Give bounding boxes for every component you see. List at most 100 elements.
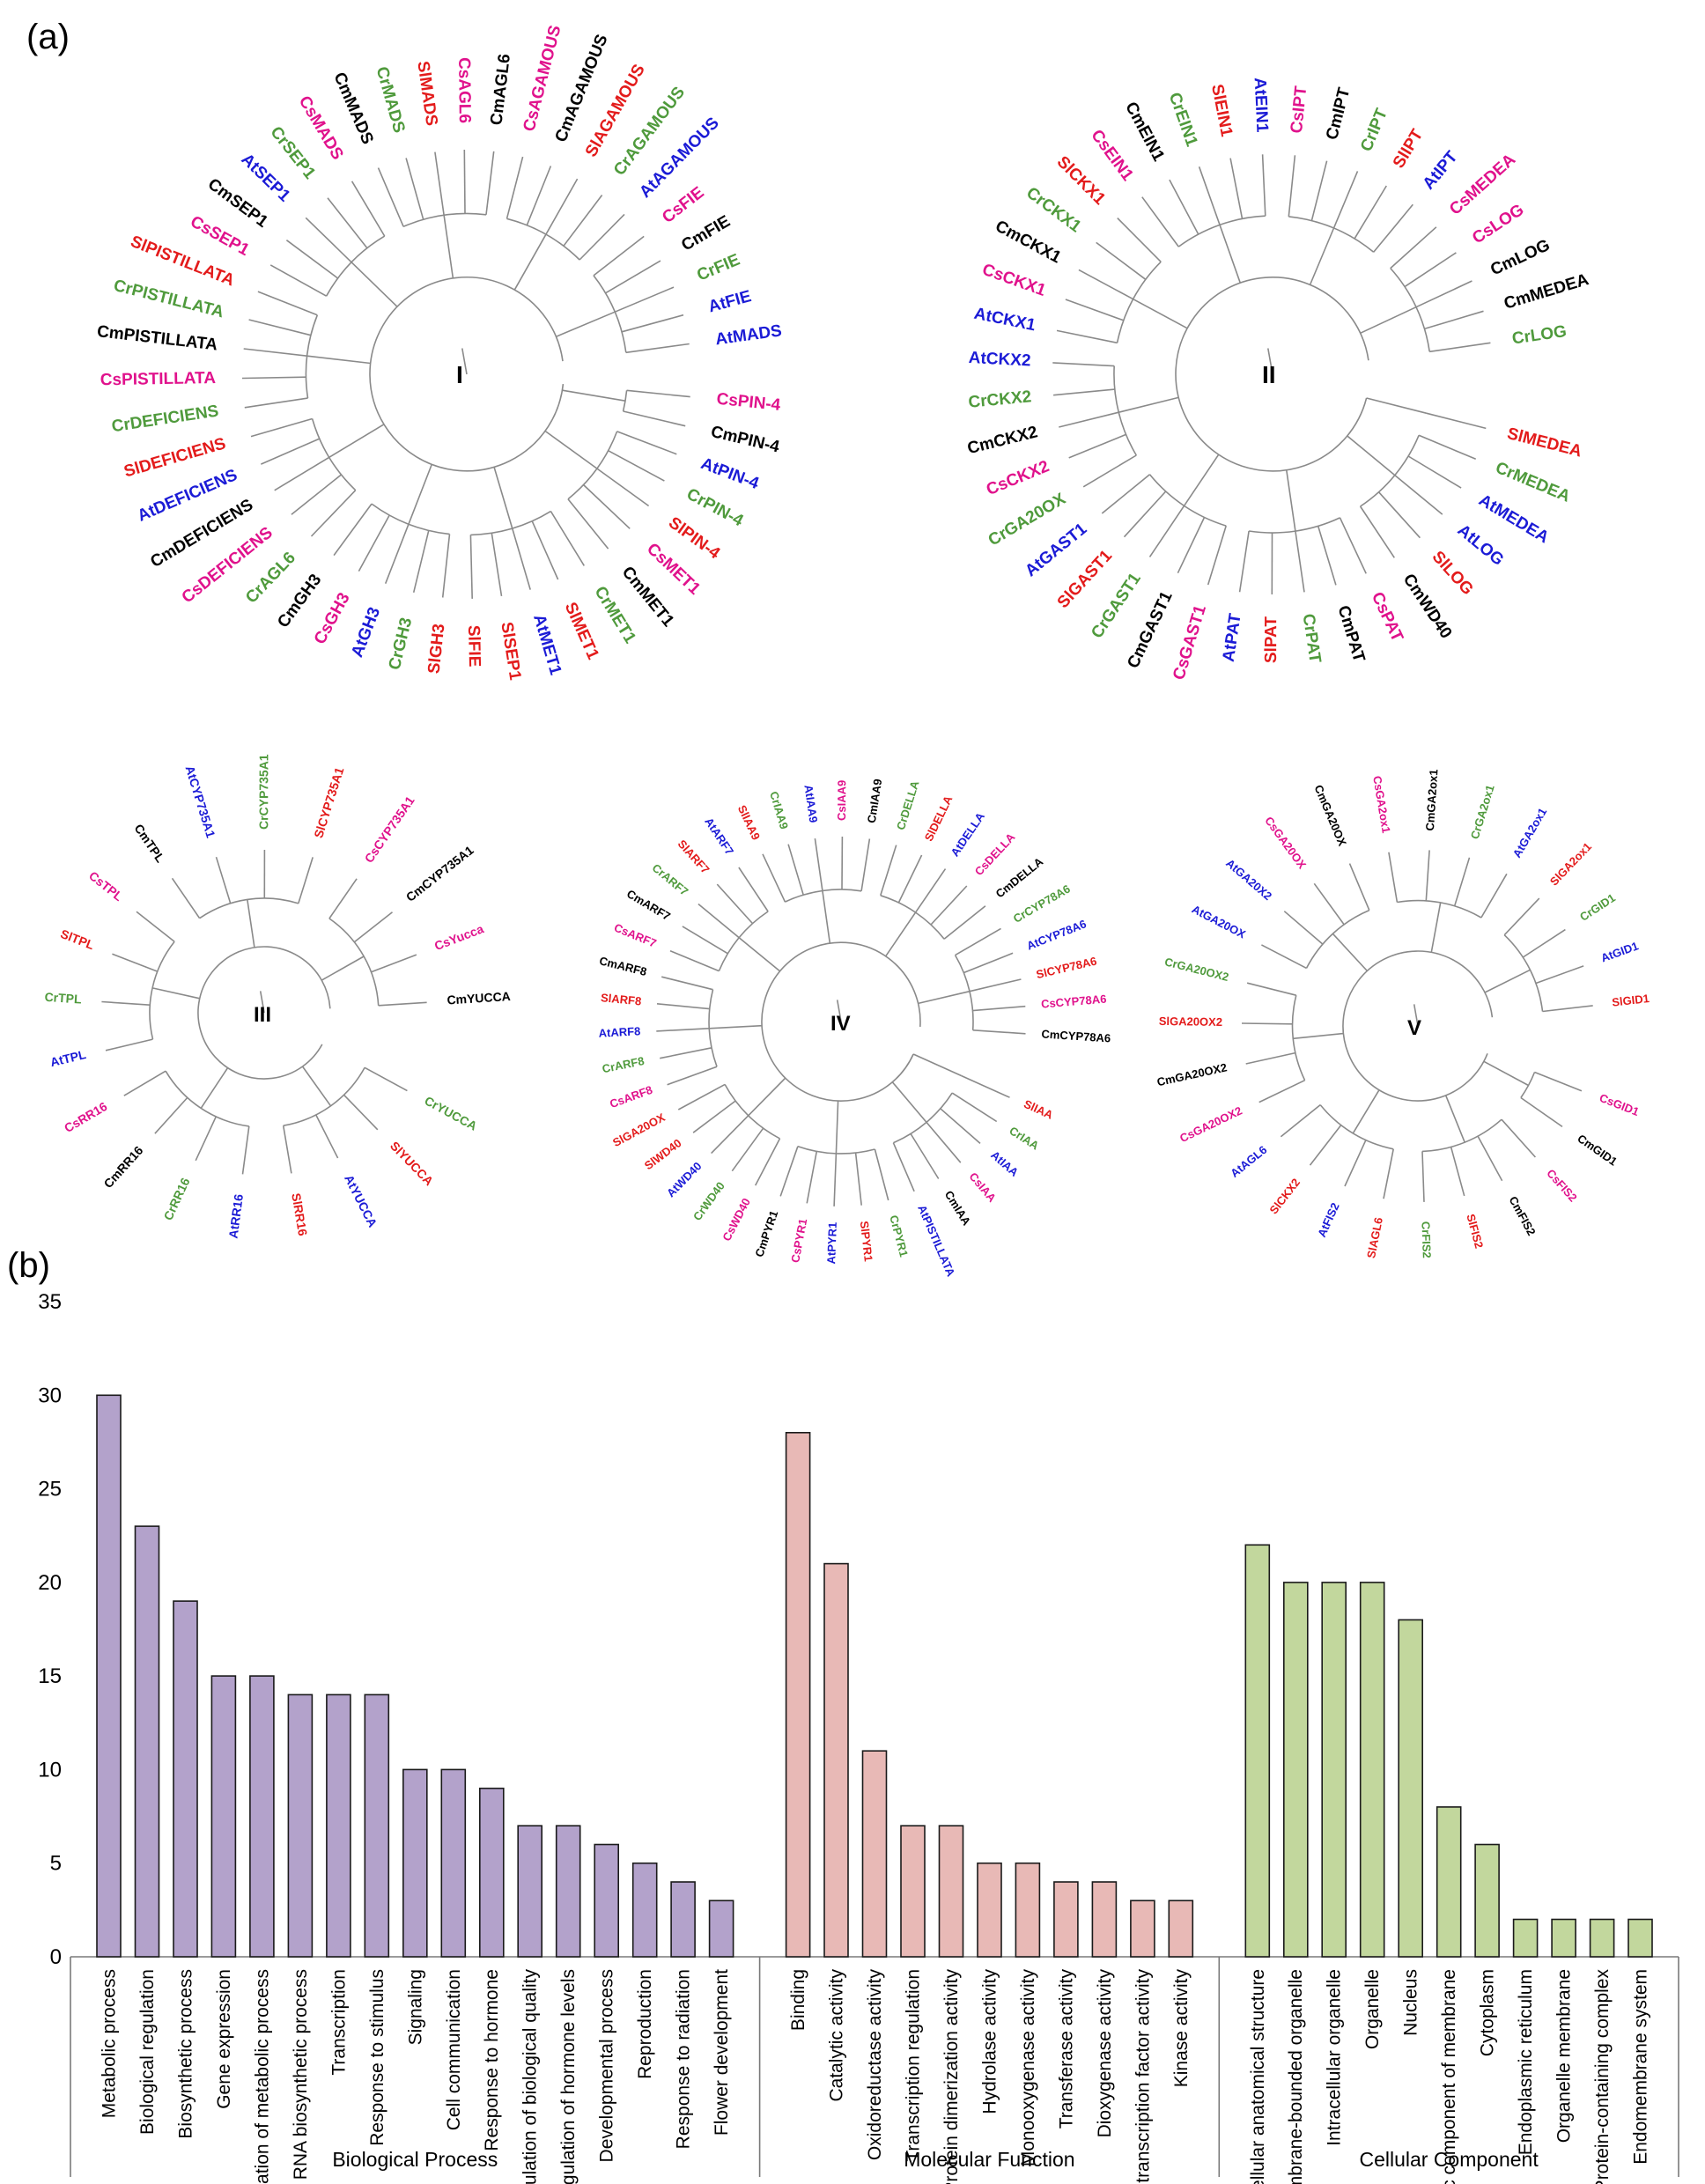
leaf-branch <box>806 1151 818 1204</box>
leaf-branch <box>1377 491 1421 539</box>
y-tick-label: 15 <box>38 1664 62 1688</box>
leaf-branch <box>1339 517 1367 574</box>
leaf-label: SlYUCCA <box>388 1139 436 1188</box>
leaf-branch <box>1453 857 1471 906</box>
leaf-branch <box>378 1001 427 1007</box>
leaf-label: CmARF7 <box>624 887 673 923</box>
leaf-label: SlRR16 <box>289 1192 310 1237</box>
leaf-branch <box>682 926 728 955</box>
clade-stem <box>1484 969 1531 993</box>
clade-arc <box>1291 995 1306 1081</box>
leaf-label: CmDELLA <box>993 854 1046 900</box>
clade-stem <box>247 899 255 948</box>
leaf-branch <box>1477 1135 1503 1182</box>
clade-arc <box>325 235 386 297</box>
bar <box>1551 1918 1576 1958</box>
leaf-label: CrYUCCA <box>422 1093 479 1133</box>
clade-stem <box>513 233 547 291</box>
clade-stem <box>544 430 598 469</box>
leaf-label: CmARF8 <box>598 954 648 978</box>
leaf-branch <box>1261 944 1307 970</box>
leaf-label: SlIPT <box>1390 126 1428 172</box>
leaf-label: CrCKX2 <box>968 387 1032 412</box>
leaf-branch <box>1169 179 1199 235</box>
leaf-branch <box>625 343 690 354</box>
leaf-label: SlCKX2 <box>1266 1176 1303 1216</box>
leaf-branch <box>614 286 675 313</box>
leaf-label: SlCYP735A1 <box>311 765 346 839</box>
leaf-label: CrPIN-4 <box>683 485 747 531</box>
bar <box>134 1525 160 1958</box>
leaf-branch <box>874 1148 889 1201</box>
leaf-label: AtARF7 <box>702 815 736 858</box>
leaf-label: CrPISTILLATA <box>112 277 226 322</box>
leaf-label: CsIPT <box>1288 85 1310 134</box>
bar <box>1130 1900 1155 1958</box>
leaf-label: AtCKX1 <box>972 305 1037 336</box>
leaf-label: CsAGAMOUS <box>520 24 565 134</box>
leaf-branch <box>593 235 645 277</box>
category-label: Hydrolase activity <box>979 1969 1000 2114</box>
leaf-branch <box>215 856 232 904</box>
clade-stem <box>1352 1089 1380 1134</box>
leaf-label: CsARF8 <box>608 1083 654 1110</box>
category-label: Biological regulation <box>137 1969 158 2135</box>
clade-stem <box>1430 902 1442 953</box>
leaf-label: CrARF7 <box>650 861 691 898</box>
leaf-branch <box>1421 1151 1425 1202</box>
bar <box>173 1600 198 1958</box>
leaf-branch <box>1053 388 1115 396</box>
leaf-branch <box>914 868 947 913</box>
leaf-branch <box>1117 218 1162 262</box>
leaf-label: SlARF8 <box>600 991 641 1007</box>
category-label: Monooxygenase activity <box>1018 1969 1038 2167</box>
leaf-branch <box>779 1146 799 1197</box>
leaf-branch <box>1534 1071 1583 1092</box>
leaf-label: CrDEFICIENS <box>110 402 219 436</box>
leaf-branch <box>1426 412 1487 430</box>
leaf-label: SlGH3 <box>425 623 449 675</box>
leaf-branch <box>1229 158 1244 219</box>
leaf-branch <box>754 1138 781 1186</box>
leaf-label: SlGA20OX2 <box>1159 1015 1222 1029</box>
clade-arc <box>893 1092 953 1144</box>
leaf-label: SlIAA <box>1022 1097 1055 1122</box>
leaf-label: AtIPT <box>1420 148 1462 194</box>
leaf-label: CsPAT <box>1368 589 1406 645</box>
leaf-branch <box>698 903 740 939</box>
leaf-branch <box>105 1038 153 1051</box>
leaf-branch <box>940 1108 981 1145</box>
category-label: Protein-containing complex <box>1592 1969 1613 2184</box>
leaf-branch <box>282 1125 292 1174</box>
bar <box>670 1881 696 1958</box>
bar <box>938 1825 964 1958</box>
leaf-branch <box>669 949 720 972</box>
leaf-branch <box>101 1000 151 1006</box>
leaf-label: CrDELLA <box>894 778 922 831</box>
leaf-branch <box>506 156 524 219</box>
go-bar-chart: 0 5 10 15 20 25 30 35 Metabolic process Biologica… <box>38 1290 1679 2184</box>
leaf-branch <box>241 1125 250 1175</box>
leaf-branch <box>596 468 650 507</box>
bar <box>1398 1619 1423 1958</box>
leaf-branch <box>1429 342 1491 353</box>
bar <box>1589 1918 1615 1958</box>
leaf-branch <box>248 319 312 336</box>
clade-arc <box>1397 899 1482 919</box>
leaf-branch <box>656 1003 710 1010</box>
leaf-branch <box>969 978 1022 992</box>
leaf-branch <box>608 449 665 482</box>
leaf-label: CmIAA9 <box>865 778 885 823</box>
category-label: Oxidoreductase activity <box>865 1969 885 2161</box>
base-arc <box>1175 277 1369 472</box>
clade-stem <box>1309 227 1335 285</box>
leaf-label: CmAGL6 <box>487 53 514 126</box>
leaf-label: CrPAT <box>1299 613 1325 665</box>
leaf-branch <box>1415 280 1472 308</box>
leaf-label: CmYUCCA <box>447 989 511 1007</box>
category-label: Intrinsic component of membrane <box>1439 1969 1459 2184</box>
leaf-branch <box>1542 1005 1593 1013</box>
leaf-label: AtGID1 <box>1599 939 1641 964</box>
base-arc <box>1342 950 1494 1102</box>
